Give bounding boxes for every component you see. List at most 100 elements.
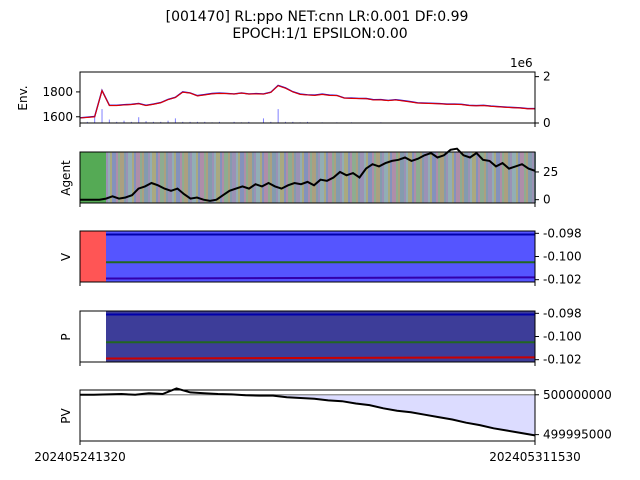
agent-action-stripe xyxy=(260,152,262,203)
agent-action-stripe xyxy=(374,152,376,203)
agent-action-stripe xyxy=(194,152,196,203)
agent-action-stripe xyxy=(450,152,452,203)
agent-action-stripe xyxy=(410,152,412,203)
env-right-tick-label: 2 xyxy=(543,70,551,84)
agent-action-stripe xyxy=(110,152,112,203)
agent-action-stripe xyxy=(416,152,418,203)
v-fill-area xyxy=(106,231,535,282)
agent-action-stripe xyxy=(188,152,190,203)
p-right-tick-label: -0.102 xyxy=(543,353,582,367)
agent-action-stripe xyxy=(262,152,264,203)
agent-action-stripe xyxy=(520,152,522,203)
agent-action-stripe xyxy=(298,152,300,203)
agent-action-stripe xyxy=(420,152,422,203)
v-ylabel: V xyxy=(59,252,73,261)
agent-action-stripe xyxy=(484,152,486,203)
agent-action-stripe xyxy=(488,152,490,203)
v-series-lower xyxy=(105,276,536,280)
agent-action-stripe xyxy=(372,152,374,203)
agent-action-stripe xyxy=(152,152,154,203)
agent-ylabel: Agent xyxy=(59,160,73,196)
v-initial-block xyxy=(80,231,106,282)
agent-action-stripe xyxy=(290,152,292,203)
agent-action-stripe xyxy=(384,152,386,203)
agent-action-stripe xyxy=(404,152,406,203)
agent-action-stripe xyxy=(294,152,296,203)
env-panel-frame xyxy=(79,71,536,124)
agent-action-stripe xyxy=(314,152,316,203)
env-left-tick-label: 1800 xyxy=(42,85,73,99)
agent-action-stripe xyxy=(164,152,166,203)
agent-position-line xyxy=(80,147,536,202)
agent-right-tick-label: 0 xyxy=(543,193,551,207)
agent-action-stripe xyxy=(500,152,502,203)
agent-right-tick-label: 25 xyxy=(543,165,558,179)
agent-action-stripe xyxy=(432,152,434,203)
agent-action-stripe xyxy=(240,152,242,203)
agent-action-stripe xyxy=(270,152,272,203)
agent-action-stripe xyxy=(508,152,510,203)
agent-action-stripe xyxy=(428,152,430,203)
agent-action-stripe xyxy=(212,152,214,203)
agent-action-stripe xyxy=(184,152,186,203)
agent-action-stripe xyxy=(222,152,224,203)
agent-action-stripe xyxy=(412,152,414,203)
agent-action-stripe xyxy=(360,152,362,203)
agent-action-stripe xyxy=(248,152,250,203)
agent-action-stripe xyxy=(140,152,142,203)
agent-action-stripe xyxy=(380,152,382,203)
agent-action-stripe xyxy=(468,152,470,203)
agent-action-stripe xyxy=(478,152,480,203)
agent-action-stripe xyxy=(382,152,384,203)
agent-action-stripe xyxy=(426,152,428,203)
agent-action-stripe xyxy=(116,152,118,203)
agent-action-stripe xyxy=(308,152,310,203)
agent-action-stripe xyxy=(112,152,114,203)
agent-action-stripe xyxy=(452,152,454,203)
agent-action-stripe xyxy=(154,152,156,203)
agent-action-stripe xyxy=(392,152,394,203)
agent-action-stripe xyxy=(480,152,482,203)
agent-action-stripe xyxy=(254,152,256,203)
agent-action-stripe xyxy=(200,152,202,203)
v-right-tick-label: -0.098 xyxy=(543,226,582,240)
agent-action-stripe xyxy=(264,152,266,203)
agent-action-stripe xyxy=(182,152,184,203)
v-right-tick-label: -0.100 xyxy=(543,250,582,264)
agent-action-stripe xyxy=(250,152,252,203)
agent-action-stripe xyxy=(226,152,228,203)
agent-action-stripe xyxy=(162,152,164,203)
agent-action-stripe xyxy=(434,152,436,203)
agent-action-stripe xyxy=(390,152,392,203)
agent-action-stripe xyxy=(408,152,410,203)
agent-action-stripe xyxy=(458,152,460,203)
p-right-tick-label: -0.100 xyxy=(543,330,582,344)
agent-action-stripe xyxy=(218,152,220,203)
agent-action-stripe xyxy=(444,152,446,203)
agent-action-stripe xyxy=(208,152,210,203)
agent-action-stripe xyxy=(306,152,308,203)
x-end-label: 202405311530 xyxy=(489,450,581,464)
agent-action-stripe xyxy=(362,152,364,203)
agent-action-stripe xyxy=(180,152,182,203)
agent-action-stripe xyxy=(126,152,128,203)
agent-action-stripe xyxy=(394,152,396,203)
agent-action-stripe xyxy=(312,152,314,203)
agent-action-stripe xyxy=(502,152,504,203)
agent-action-stripe xyxy=(156,152,158,203)
agent-action-stripe xyxy=(108,152,110,203)
agent-action-stripe xyxy=(228,152,230,203)
agent-action-stripe xyxy=(454,152,456,203)
agent-panel-frame xyxy=(79,151,536,204)
agent-action-stripe xyxy=(364,152,366,203)
agent-action-stripe xyxy=(350,152,352,203)
agent-action-stripe xyxy=(442,152,444,203)
agent-action-stripe xyxy=(196,152,198,203)
agent-action-stripe xyxy=(268,152,270,203)
agent-action-stripe xyxy=(338,152,340,203)
agent-action-stripe xyxy=(118,152,120,203)
agent-action-stripe xyxy=(320,152,322,203)
v-right-tick-label: -0.102 xyxy=(543,273,582,287)
env-right-exponent: 1e6 xyxy=(510,56,533,70)
agent-action-stripe xyxy=(510,152,512,203)
